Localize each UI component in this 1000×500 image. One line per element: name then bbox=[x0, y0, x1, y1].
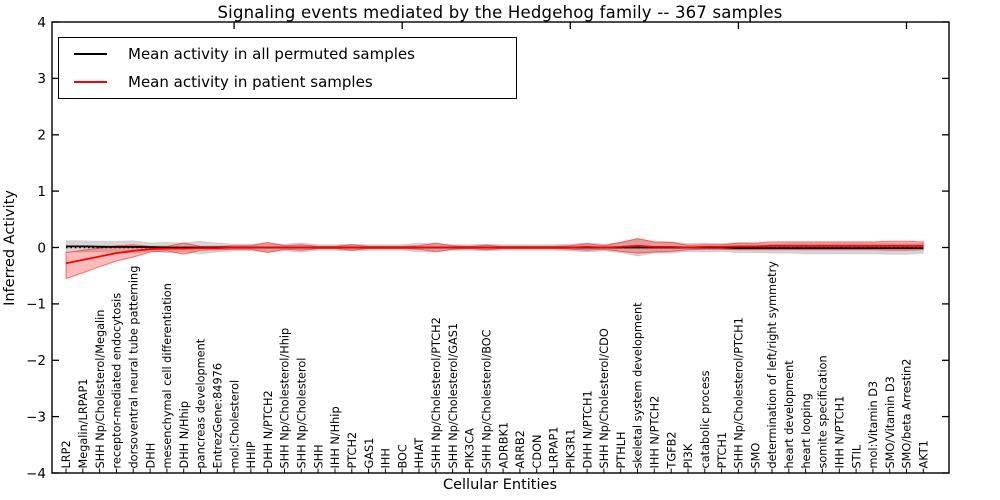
x-tick-label: PIK3CA bbox=[464, 428, 477, 469]
legend-label-patient: Mean activity in patient samples bbox=[128, 73, 373, 91]
x-tick-label: HHIP bbox=[245, 441, 258, 468]
x-tick-label: LRPAP1 bbox=[548, 427, 561, 469]
legend-row-patient: Mean activity in patient samples bbox=[59, 68, 516, 96]
x-tick-label: catabolic process bbox=[699, 370, 712, 468]
x-tick-label: PI3K bbox=[682, 443, 695, 468]
mean-line-patient bbox=[65, 244, 924, 265]
x-tick-label: CDON bbox=[531, 435, 544, 469]
x-tick-label: ADRBK1 bbox=[497, 422, 510, 469]
x-tick-label: BOC bbox=[396, 444, 409, 468]
x-tick-label: SMO bbox=[749, 443, 762, 469]
x-tick-label: STIL bbox=[850, 444, 863, 468]
x-tick-label: PTCH2 bbox=[346, 432, 359, 469]
x-axis-label: Cellular Entities bbox=[442, 477, 558, 493]
x-tick-label: SHH Np/Cholesterol bbox=[296, 358, 309, 469]
y-tick-label: 4 bbox=[37, 15, 46, 31]
x-tick-label: GAS1 bbox=[363, 438, 376, 469]
legend-label-permuted: Mean activity in all permuted samples bbox=[128, 45, 415, 63]
x-tick-label: DHH N/PTCH1 bbox=[581, 390, 594, 468]
x-tick-label: SHH Np/Cholesterol/CDO bbox=[598, 328, 611, 468]
x-tick-label: SHH Np/Cholesterol/PTCH1 bbox=[733, 317, 746, 468]
x-tick-label: SHH Np/Cholesterol/Megalin bbox=[94, 310, 107, 469]
x-tick-label: DHH N/PTCH2 bbox=[262, 390, 275, 468]
x-tick-label: EntrezGene:84976 bbox=[212, 363, 225, 469]
x-tick-label: IHH N/Hhip bbox=[329, 406, 342, 468]
x-tick-label: mesenchymal cell differentiation bbox=[161, 283, 174, 468]
x-tick-label: SHH Np/Cholesterol/Hhip bbox=[279, 328, 292, 469]
x-tick-label: IHH N/PTCH2 bbox=[649, 396, 662, 469]
x-tick-label: skeletal system development bbox=[632, 302, 645, 469]
x-tick-label: PIK3R1 bbox=[565, 429, 578, 469]
legend-row-permuted: Mean activity in all permuted samples bbox=[59, 40, 516, 68]
y-tick-label: 0 bbox=[37, 240, 46, 256]
x-tick-label: determination of left/right symmetry bbox=[766, 261, 779, 469]
x-tick-label: SHH bbox=[312, 444, 325, 468]
legend-line-sample-patient bbox=[74, 81, 107, 83]
y-tick-label: −1 bbox=[26, 297, 46, 313]
x-tick-label: mol:Vitamin D3 bbox=[867, 381, 880, 469]
x-tick-label: heart looping bbox=[800, 393, 813, 468]
y-tick-label: −2 bbox=[26, 353, 46, 369]
x-tick-label: DHH bbox=[144, 443, 157, 469]
x-tick-label: ARRB2 bbox=[514, 430, 527, 468]
legend-line-sample-permuted bbox=[74, 53, 107, 55]
x-tick-label: SHH Np/Cholesterol/GAS1 bbox=[447, 323, 460, 469]
x-tick-label: SHH Np/Cholesterol/BOC bbox=[480, 329, 493, 468]
x-tick-label: receptor-mediated endocytosis bbox=[111, 293, 124, 469]
x-tick-label: SMO/beta Arrestin2 bbox=[901, 358, 914, 468]
x-tick-label: DHH N/Hhip bbox=[178, 401, 191, 469]
x-tick-label: SMO/Vitamin D3 bbox=[884, 376, 897, 468]
x-tick-label: TGFB2 bbox=[665, 431, 678, 469]
y-tick-label: 1 bbox=[37, 184, 46, 200]
x-tick-label: HHAT bbox=[413, 438, 426, 469]
x-tick-label: heart development bbox=[783, 360, 796, 469]
x-tick-label: IHH bbox=[380, 448, 393, 468]
y-tick-label: −3 bbox=[26, 409, 46, 425]
x-tick-label: LRP2 bbox=[60, 440, 73, 468]
y-axis-label: Inferred Activity bbox=[2, 190, 18, 306]
y-tick-label: 3 bbox=[37, 71, 46, 87]
band-patient bbox=[65, 237, 924, 280]
x-tick-label: SHH Np/Cholesterol/PTCH2 bbox=[430, 317, 443, 468]
x-tick-label: pancreas development bbox=[195, 338, 208, 468]
x-tick-label: IHH N/PTCH1 bbox=[834, 396, 847, 469]
x-tick-label: PTHLH bbox=[615, 432, 628, 469]
x-tick-label: somite specification bbox=[817, 355, 830, 468]
x-tick-label: Megalin/LRPAP1 bbox=[77, 379, 90, 469]
x-tick-label: dorsoventral neural tube patterning bbox=[127, 266, 140, 469]
chart-title: Signaling events mediated by the Hedgeho… bbox=[217, 3, 783, 22]
x-tick-label: AKT1 bbox=[918, 440, 931, 468]
x-tick-label: PTCH1 bbox=[716, 432, 729, 469]
y-tick-label: −4 bbox=[26, 466, 46, 482]
y-tick-label: 2 bbox=[37, 128, 46, 144]
legend: Mean activity in all permuted samples Me… bbox=[58, 37, 517, 99]
x-tick-label: mol:Cholesterol bbox=[228, 380, 241, 469]
